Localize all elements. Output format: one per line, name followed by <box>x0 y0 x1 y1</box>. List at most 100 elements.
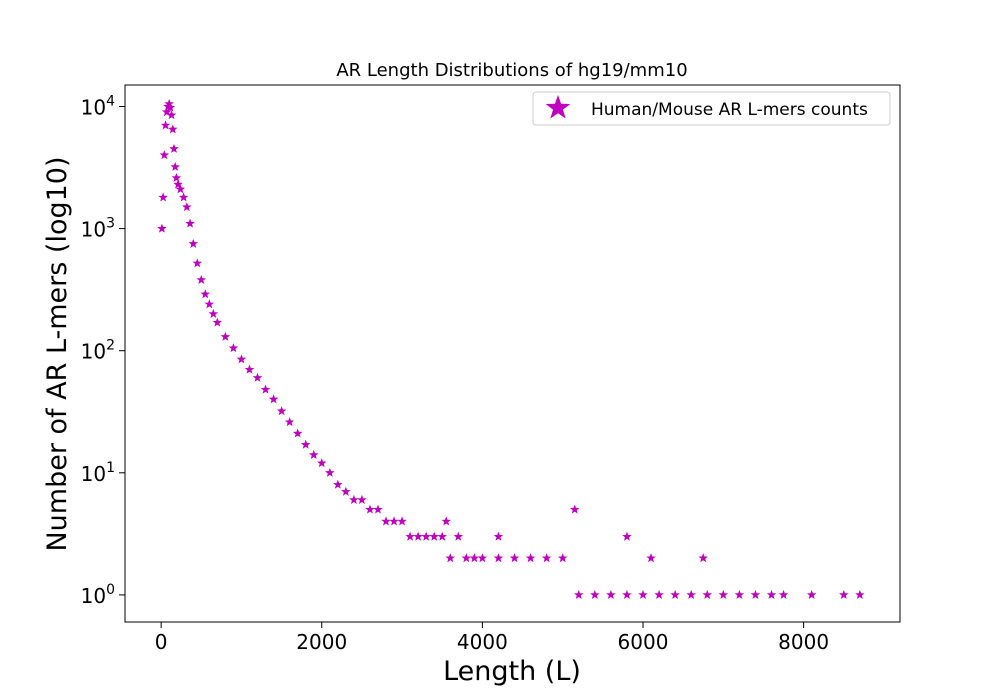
data-marks <box>157 98 865 599</box>
plot-frame <box>124 84 901 623</box>
data-point <box>162 107 172 117</box>
data-point <box>750 589 761 599</box>
data-point <box>170 161 180 171</box>
data-point <box>429 531 439 541</box>
data-point <box>200 289 211 299</box>
data-point <box>188 238 199 248</box>
data-point <box>469 553 480 563</box>
data-point <box>413 531 423 541</box>
data-point <box>228 343 239 353</box>
data-point <box>606 589 616 599</box>
data-point <box>173 179 183 189</box>
data-point <box>622 531 632 541</box>
data-point <box>638 589 648 599</box>
data-point <box>654 589 664 599</box>
x-tick-label: 2000 <box>296 630 347 654</box>
data-point <box>349 494 359 504</box>
data-point <box>477 553 488 563</box>
y-tick-label: 104 <box>81 94 115 120</box>
data-point <box>220 331 231 341</box>
data-point <box>437 531 447 541</box>
data-point <box>284 417 295 427</box>
data-point <box>373 504 383 514</box>
data-point <box>590 589 600 599</box>
data-point <box>157 223 167 233</box>
data-point <box>208 308 219 318</box>
data-point <box>718 589 729 599</box>
legend: Human/Mouse AR L-mers counts <box>532 91 891 126</box>
data-point <box>158 192 168 202</box>
data-point <box>178 192 189 202</box>
data-point <box>317 458 327 468</box>
x-tick-label: 8000 <box>778 630 829 654</box>
data-point <box>381 516 391 526</box>
y-tick-label: 101 <box>81 460 115 486</box>
data-point <box>175 184 186 194</box>
data-point <box>196 274 207 284</box>
data-point <box>734 589 745 599</box>
legend-label: Human/Mouse AR L-mers counts <box>591 100 868 120</box>
data-point <box>453 531 464 541</box>
data-point <box>574 589 584 599</box>
data-point <box>698 553 708 563</box>
data-point <box>182 202 192 212</box>
x-tick-label: 0 <box>155 630 168 654</box>
data-point <box>541 553 552 563</box>
data-point <box>159 150 170 160</box>
data-point <box>244 364 255 374</box>
chart-title: AR Length Distributions of hg19/mm10 <box>336 60 687 81</box>
data-point <box>166 110 177 120</box>
data-point <box>509 553 520 563</box>
data-point <box>236 354 247 364</box>
data-point <box>276 406 287 416</box>
data-point <box>365 504 375 514</box>
data-point <box>212 317 223 327</box>
data-point <box>292 428 303 438</box>
data-point <box>260 384 271 394</box>
data-point <box>341 486 351 496</box>
data-point <box>160 120 171 130</box>
data-point <box>569 504 580 514</box>
data-point <box>171 172 182 182</box>
data-point <box>165 102 176 112</box>
x-axis-label: Length (L) <box>443 656 581 687</box>
y-tick-label: 103 <box>81 216 115 242</box>
data-point <box>185 218 195 228</box>
data-point <box>300 439 311 449</box>
data-point <box>268 394 279 404</box>
data-point <box>855 589 865 599</box>
data-point <box>164 98 174 108</box>
data-point <box>445 553 456 563</box>
data-point <box>686 589 696 599</box>
data-point <box>333 479 343 489</box>
data-point <box>252 372 263 382</box>
data-point <box>325 467 335 477</box>
x-tick-label: 6000 <box>618 630 669 654</box>
data-point <box>168 124 178 134</box>
data-point <box>622 589 632 599</box>
data-point <box>493 553 504 563</box>
y-axis-label: Number of AR L-mers (log10) <box>42 156 73 551</box>
x-tick-label: 4000 <box>457 630 508 654</box>
y-axis-ticks: 100 101 102 103 104 <box>81 94 125 608</box>
data-point <box>646 553 656 563</box>
data-point <box>806 589 817 599</box>
data-point <box>461 553 472 563</box>
y-tick-label: 100 <box>81 582 115 608</box>
data-point <box>493 531 504 541</box>
data-point <box>839 589 849 599</box>
data-point <box>357 494 367 504</box>
data-point <box>525 553 536 563</box>
data-point <box>702 589 713 599</box>
data-point <box>766 589 777 599</box>
data-point <box>389 516 399 526</box>
data-point <box>421 531 431 541</box>
x-axis-ticks: 0 2000 4000 6000 8000 <box>155 622 829 654</box>
legend-marker-star-icon <box>545 95 571 119</box>
data-point <box>169 143 179 153</box>
y-tick-label: 102 <box>81 338 115 364</box>
data-point <box>308 449 319 460</box>
data-point <box>192 258 203 268</box>
data-point <box>405 531 415 541</box>
